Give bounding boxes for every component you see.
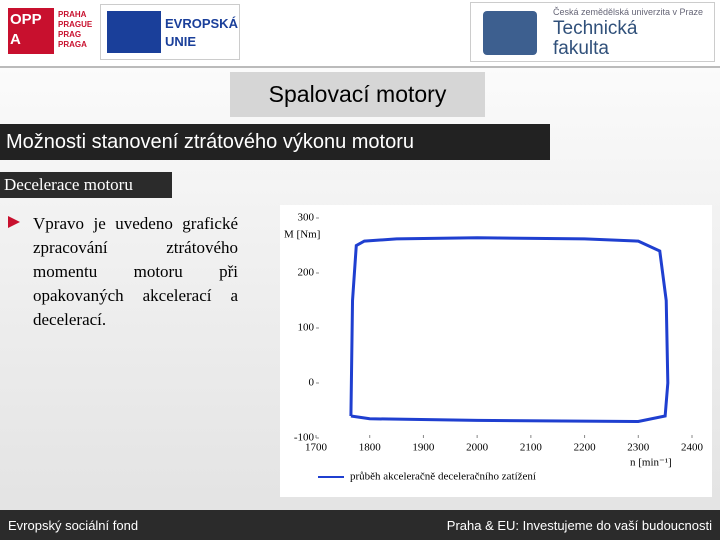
- section-heading: Decelerace motoru: [0, 172, 172, 198]
- prague-word: PRAGUE: [58, 20, 93, 29]
- x-tick-label: 2300: [627, 442, 650, 454]
- y-tick-label: 200: [298, 267, 315, 279]
- university-icon: [483, 11, 537, 55]
- eu-logo: EVROPSKÁ UNIE: [100, 4, 240, 60]
- header: OPP A PRAHA PRAGUE PRAG PRAGA EVROPSKÁ U…: [0, 0, 720, 68]
- footer: Evropský sociální fond Praha & EU: Inves…: [0, 510, 720, 540]
- x-tick-label: 2400: [681, 442, 704, 454]
- x-tick-label: 2200: [574, 442, 597, 454]
- prague-word: PRAG: [58, 30, 82, 39]
- university-logo: Česká zemědělská univerzita v Praze Tech…: [470, 2, 715, 62]
- prague-word: PRAGA: [58, 40, 87, 49]
- y-tick-label: 0: [309, 377, 315, 389]
- x-tick-label: 2100: [520, 442, 543, 454]
- footer-left: Evropský sociální fond: [8, 518, 139, 533]
- x-tick-label: 2000: [466, 442, 489, 454]
- prague-logo: PRAHA PRAGUE PRAG PRAGA: [58, 10, 92, 50]
- data-line: [349, 236, 670, 424]
- x-tick-label: 1900: [412, 442, 435, 454]
- subtitle: Možnosti stanovení ztrátového výkonu mot…: [0, 124, 550, 160]
- y-tick-label: -100: [294, 432, 315, 444]
- eu-flag: [107, 11, 161, 53]
- opp-logo: OPP A: [8, 8, 54, 54]
- prague-word: PRAHA: [58, 10, 87, 19]
- footer-right: Praha & EU: Investujeme do vaší budoucno…: [446, 518, 712, 533]
- x-tick-label: 1800: [359, 442, 382, 454]
- university-name: Česká zemědělská univerzita v Praze: [553, 7, 704, 17]
- title: Spalovací motory: [230, 72, 485, 117]
- y-tick-label: 100: [298, 322, 315, 334]
- x-axis-label: n [min⁻¹]: [630, 457, 672, 469]
- y-axis-label: M [Nm]: [284, 229, 320, 241]
- y-tick-label: 300: [298, 212, 315, 224]
- eu-text: EVROPSKÁ UNIE: [165, 16, 238, 49]
- bullet-text: Vpravo je uvedeno grafické zpracování zt…: [33, 214, 238, 329]
- legend-label: průběh akceleračně deceleračního zatížen…: [350, 471, 536, 483]
- faculty-name: Technická fakulta: [553, 18, 638, 59]
- bullet-marker: [8, 216, 20, 228]
- chart: M [Nm] n [min⁻¹] -100 0 100 200 300 1700 1800 1…: [280, 205, 712, 497]
- x-tick-label: 1700: [305, 442, 328, 454]
